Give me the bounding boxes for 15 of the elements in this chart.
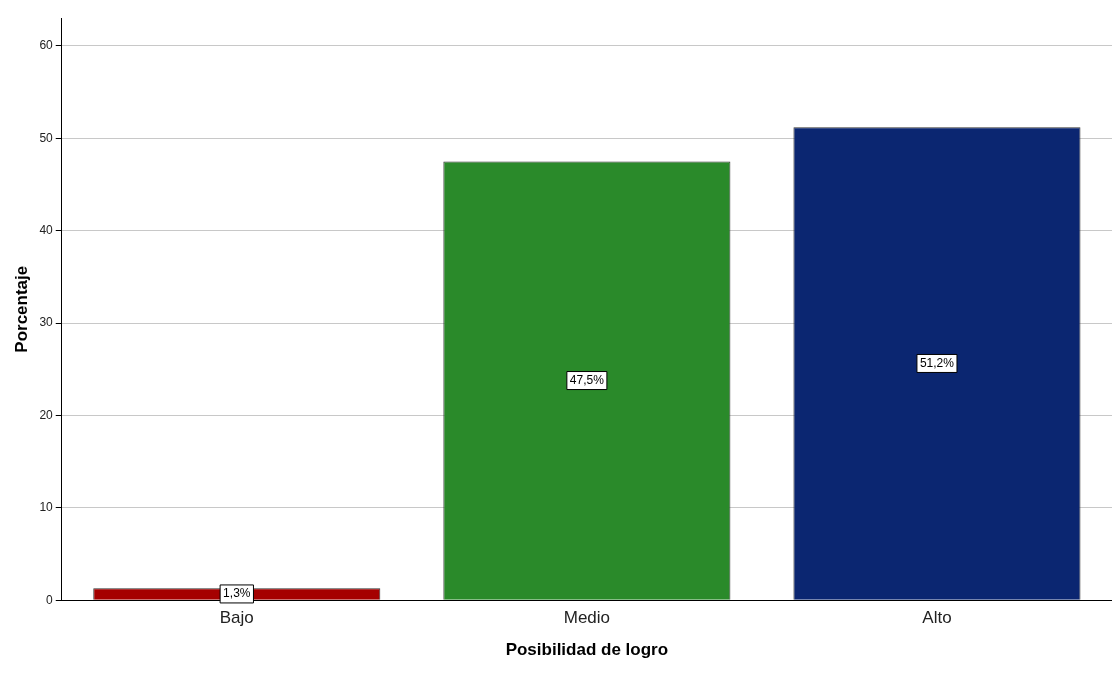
y-axis-title: Porcentaje — [11, 265, 31, 353]
x-tick-label: Alto — [922, 608, 952, 628]
y-tick-label: 30 — [39, 315, 54, 330]
data-label: 47,5% — [569, 372, 605, 387]
y-tick-label: 60 — [39, 38, 54, 53]
y-tick-label: 20 — [39, 407, 54, 422]
y-tick-label: 0 — [46, 592, 54, 607]
x-axis-title: Posibilidad de logro — [505, 640, 669, 660]
x-tick-label: Medio — [563, 608, 611, 628]
y-tick-label: 10 — [39, 500, 54, 515]
x-tick-label: Bajo — [219, 608, 254, 628]
y-tick-label: 50 — [39, 130, 54, 145]
y-tick-label: 40 — [39, 222, 54, 237]
data-label: 1,3% — [223, 586, 251, 601]
data-label: 51,2% — [919, 355, 955, 370]
